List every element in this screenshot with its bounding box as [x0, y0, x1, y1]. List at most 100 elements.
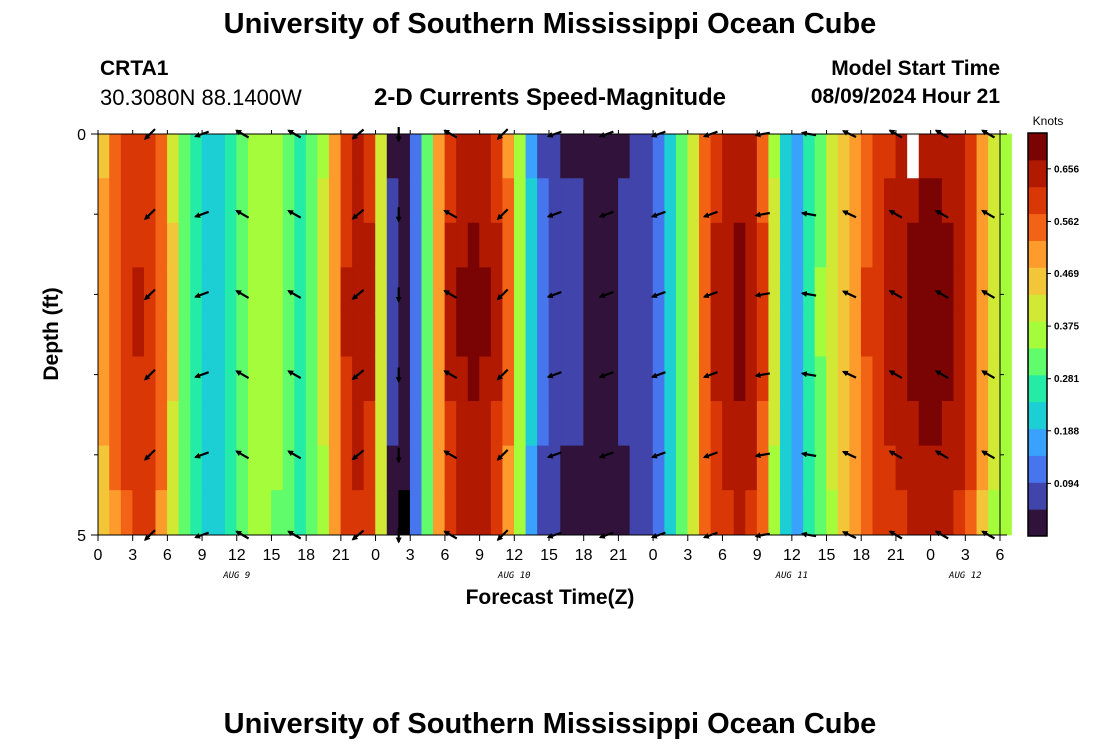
heatmap-cell: [120, 356, 133, 402]
heatmap-cell: [467, 490, 480, 536]
heatmap-cell: [733, 445, 746, 491]
heatmap-cell: [271, 222, 284, 268]
heatmap-cell: [190, 401, 203, 447]
heatmap-cell: [178, 445, 191, 491]
heatmap-cell: [988, 133, 1001, 179]
heatmap-cell: [421, 311, 434, 358]
heatmap-cell: [826, 401, 839, 447]
heatmap-cell: [259, 267, 272, 313]
heatmap-cell: [791, 178, 804, 224]
heatmap-cell: [675, 178, 689, 224]
heatmap-cell: [895, 356, 908, 402]
heatmap-cell: [907, 356, 920, 402]
heatmap-cell: [976, 445, 989, 491]
heatmap-cell: [583, 401, 596, 447]
heatmap-cell: [768, 133, 781, 179]
heatmap-cell: [965, 267, 978, 313]
heatmap-cell: [305, 222, 319, 268]
station-name: CRTA1: [100, 57, 169, 80]
x-tick-label: 21: [332, 547, 350, 564]
heatmap-cell: [999, 401, 1012, 447]
heatmap-cell: [248, 490, 261, 536]
heatmap-cell: [583, 222, 596, 268]
heatmap-cell: [791, 445, 804, 491]
heatmap-cell: [606, 178, 619, 224]
heatmap-cell: [271, 356, 284, 402]
heatmap-cell: [791, 401, 804, 447]
heatmap-cell: [421, 490, 434, 536]
heatmap-cell: [409, 445, 423, 491]
heatmap-cell: [167, 133, 180, 179]
heatmap-cell: [305, 356, 319, 402]
heatmap-cell: [514, 356, 527, 402]
heatmap-cell: [259, 178, 272, 224]
heatmap-cell: [664, 222, 677, 268]
heatmap-cell: [918, 267, 931, 313]
heatmap-cell: [409, 178, 423, 224]
heatmap-cell: [895, 401, 908, 447]
heatmap-cell: [745, 222, 758, 268]
heatmap-cell: [340, 356, 353, 402]
heatmap-cell: [756, 222, 770, 268]
heatmap-cell: [236, 311, 249, 358]
heatmap-cell: [791, 267, 804, 313]
heatmap-cell: [872, 445, 885, 491]
heatmap-cell: [999, 490, 1012, 536]
heatmap-cell: [514, 267, 527, 313]
current-vector-arrow: [287, 209, 302, 219]
heatmap-cell: [409, 133, 423, 179]
heatmap-cell: [687, 178, 700, 224]
heatmap-cell: [97, 222, 110, 268]
heatmap-cell: [514, 445, 527, 491]
heatmap-cell: [629, 445, 642, 491]
current-vector-arrow: [496, 449, 509, 461]
heatmap-cell: [305, 445, 319, 491]
x-tick-label: 3: [683, 547, 692, 564]
heatmap-cell: [872, 222, 885, 268]
heatmap-cell: [664, 133, 677, 179]
current-vector-arrow: [546, 451, 562, 459]
heatmap-cell: [803, 445, 816, 491]
heatmap-cell: [664, 178, 677, 224]
heatmap-cell: [178, 267, 191, 313]
heatmap-cell: [259, 356, 272, 402]
heatmap-cell: [560, 178, 573, 224]
heatmap-cell: [999, 178, 1012, 224]
heatmap-cell: [722, 133, 735, 179]
heatmap-cell: [490, 222, 504, 268]
heatmap-cell: [872, 178, 885, 224]
current-vector-arrow: [287, 370, 302, 380]
current-vector-arrow: [754, 211, 770, 218]
colorbar-segment: [1028, 186, 1047, 215]
current-vector-arrow: [443, 450, 458, 460]
heatmap-cell: [779, 445, 793, 491]
heatmap-cell: [514, 133, 527, 179]
heatmap-cell: [918, 401, 931, 447]
heatmap-cell: [791, 133, 804, 179]
heatmap-cell: [317, 311, 330, 358]
colorbar-unit-label: Knots: [1033, 114, 1064, 128]
heatmap-cell: [664, 311, 677, 358]
heatmap-cell: [201, 490, 214, 536]
heatmap-cell: [583, 490, 596, 536]
heatmap-cell: [167, 267, 180, 313]
heatmap-cell: [895, 222, 908, 268]
heatmap-cell: [976, 311, 989, 358]
heatmap-cell: [988, 311, 1001, 358]
heatmap-cell: [930, 445, 943, 491]
heatmap-cell: [664, 356, 677, 402]
heatmap-cell: [421, 178, 434, 224]
colorbar-segment: [1028, 509, 1047, 537]
heatmap-cell: [433, 401, 446, 447]
heatmap-cell: [294, 445, 307, 491]
heatmap-cell: [236, 267, 249, 313]
footer-title: University of Southern Mississippi Ocean…: [223, 708, 877, 740]
heatmap-cell: [941, 401, 955, 447]
heatmap-cell: [999, 311, 1012, 358]
heatmap-cell: [837, 178, 850, 224]
heatmap-cell: [918, 178, 931, 224]
x-tick-label: 18: [852, 547, 870, 564]
heatmap-cell: [722, 222, 735, 268]
x-tick-label: 3: [961, 547, 970, 564]
heatmap-cell: [456, 356, 469, 402]
